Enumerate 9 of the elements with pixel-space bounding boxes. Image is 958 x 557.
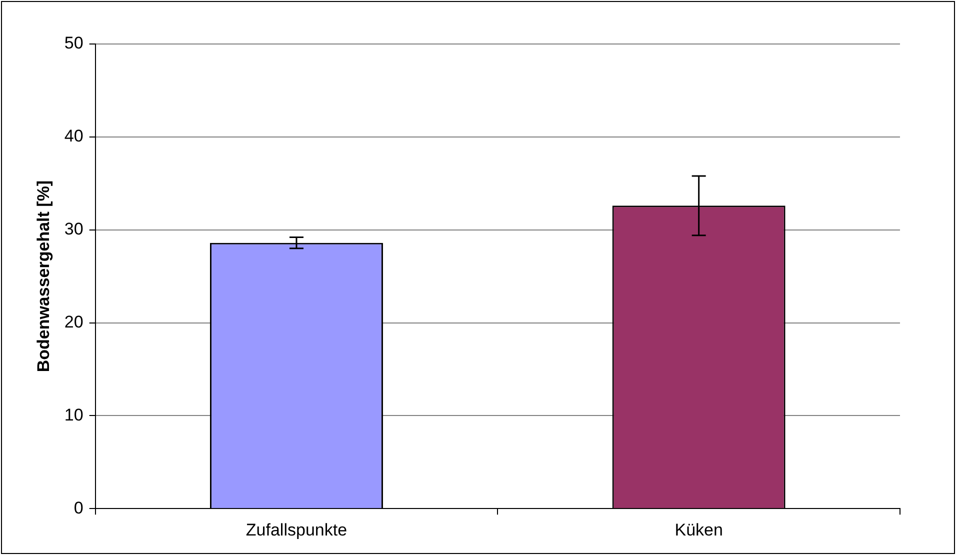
y-tick-label: 30 <box>64 220 84 239</box>
y-tick-label: 50 <box>64 34 84 53</box>
y-tick-label: 0 <box>74 498 84 518</box>
y-tick-label: 10 <box>64 405 84 424</box>
y-tick-label: 20 <box>64 312 84 332</box>
x-tick-label: Zufallspunkte <box>246 520 348 540</box>
y-axis-title: Bodenwassergehalt [%] <box>34 180 53 372</box>
x-tick-label: Küken <box>674 520 723 540</box>
y-tick-label: 40 <box>64 126 84 146</box>
